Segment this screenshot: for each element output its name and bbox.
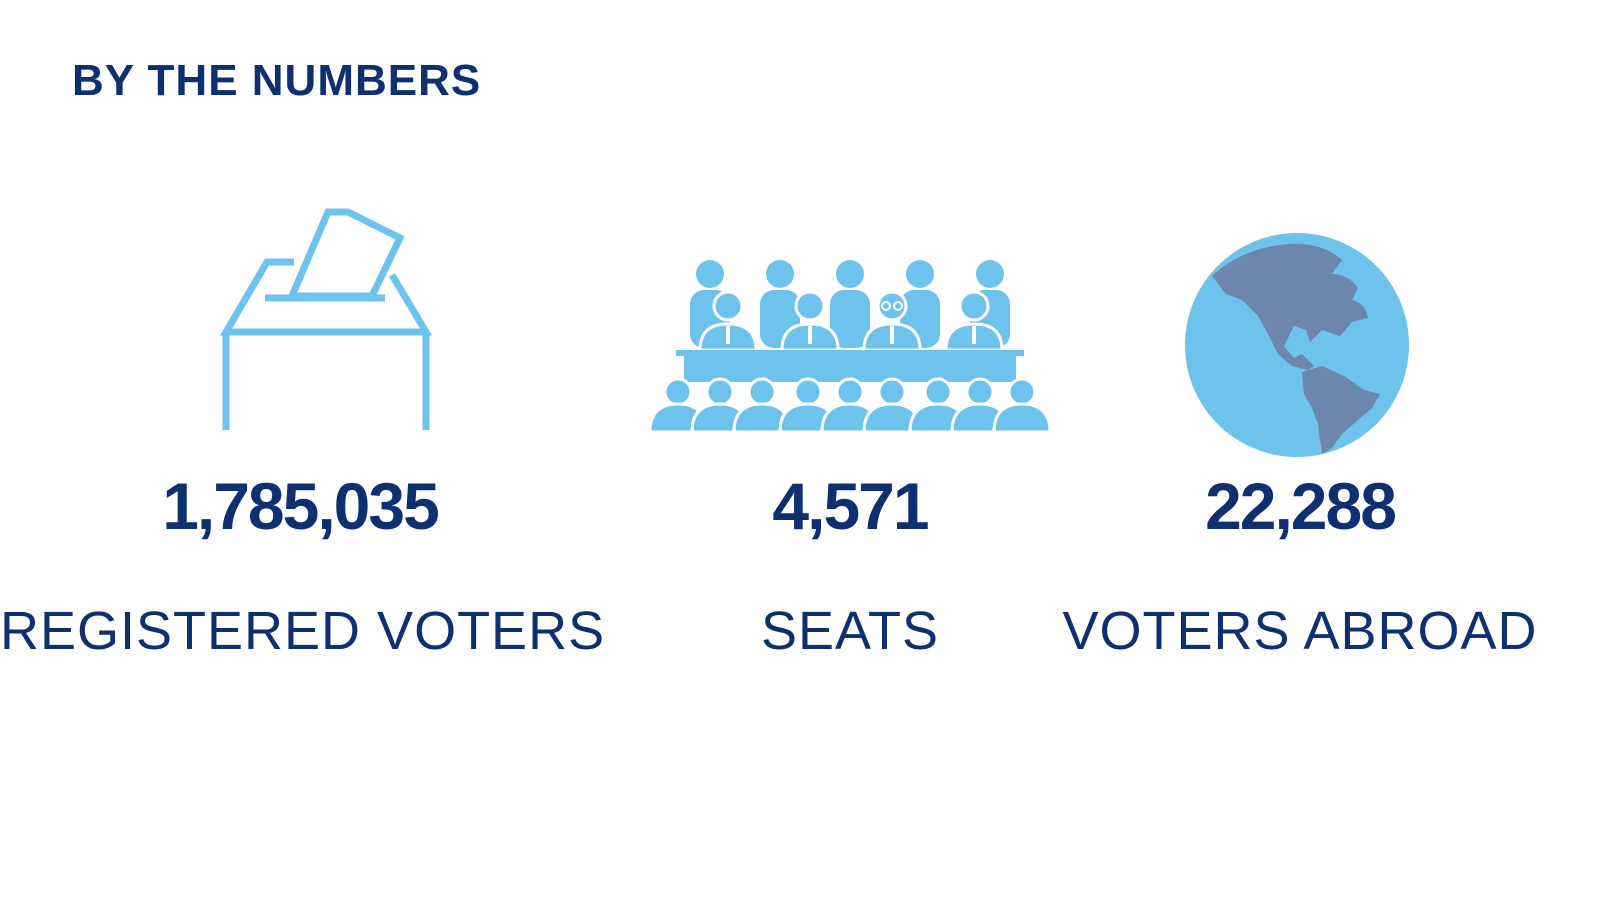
stat-value: 1,785,035 [162, 469, 440, 543]
stat-voters-abroad: 22,288 VOTERS ABROAD [1000, 200, 1600, 680]
stat-label: SEATS [760, 601, 940, 661]
stat-seats: 4,571 SEATS [550, 200, 1150, 680]
globe-icon [1000, 200, 1600, 457]
ballot-box-icon [0, 200, 600, 440]
assembly-seats-icon [550, 200, 1150, 440]
stat-value: 4,571 [772, 469, 929, 543]
stat-registered-voters: 1,785,035 REGISTERED VOTERS [0, 200, 606, 680]
page-title: BY THE NUMBERS [72, 56, 482, 105]
stat-label: VOTERS ABROAD [1062, 601, 1538, 661]
stat-value: 22,288 [1205, 469, 1397, 543]
stat-label: REGISTERED VOTERS [0, 601, 606, 661]
